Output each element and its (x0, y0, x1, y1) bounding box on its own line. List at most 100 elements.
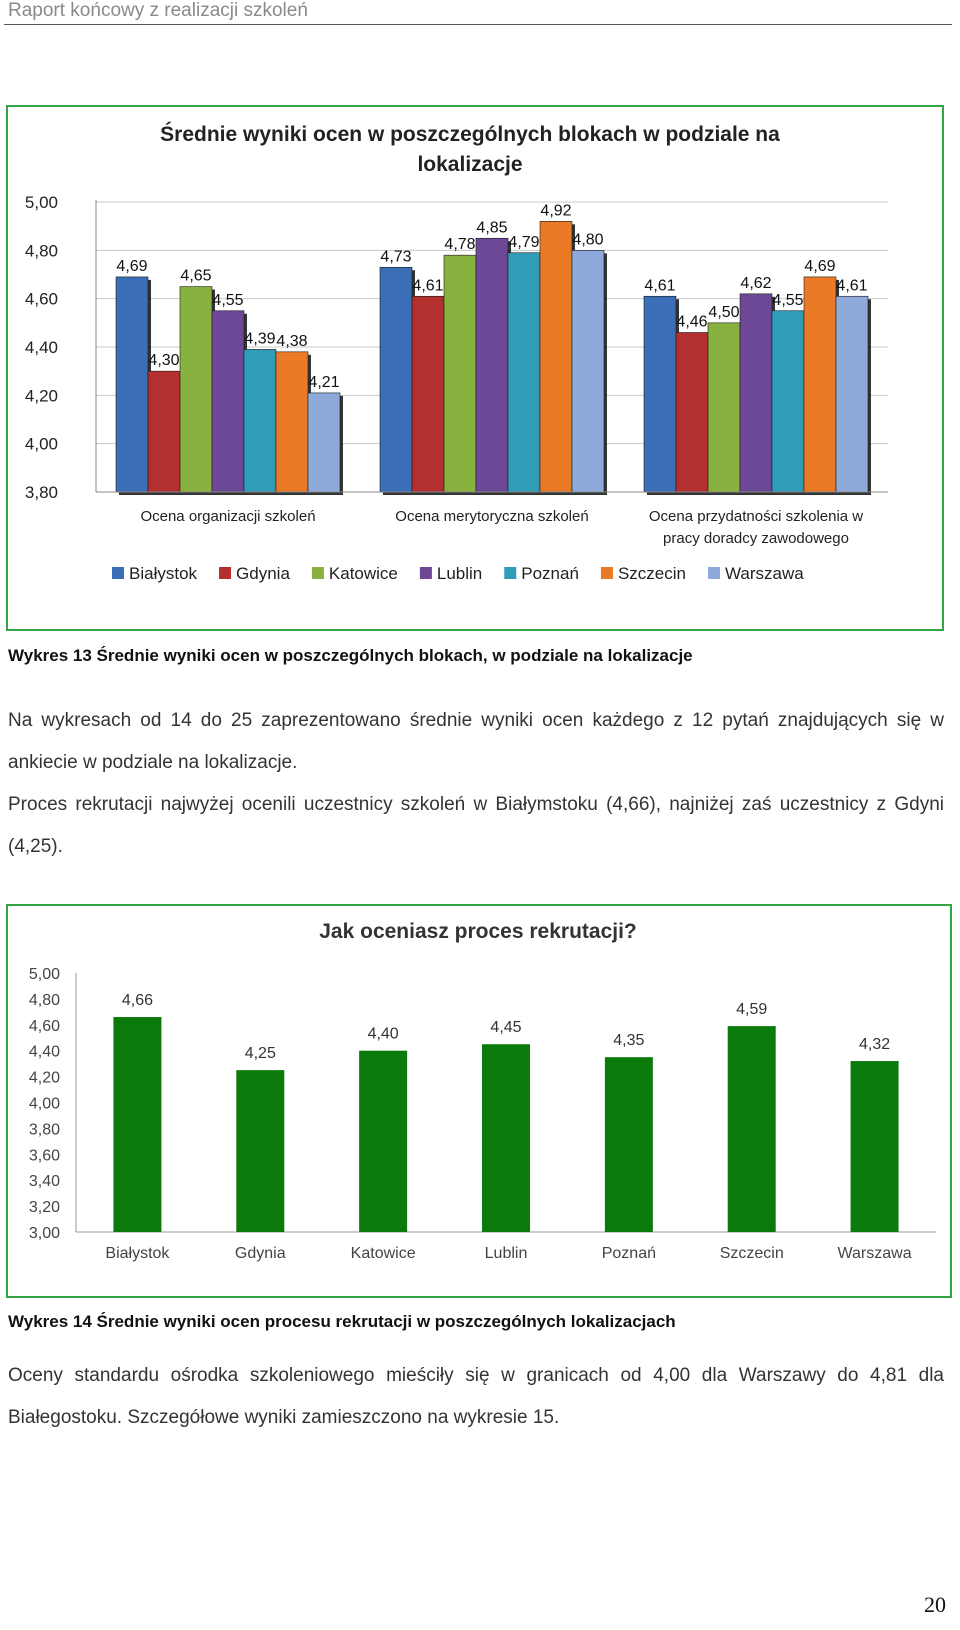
bar-szczecin (275, 351, 309, 493)
bar-lublin (482, 1044, 530, 1232)
bar-lublin (211, 310, 245, 493)
running-header: Raport końcowy z realizacji szkoleń (8, 0, 308, 21)
legend-label: Lublin (437, 564, 482, 583)
bar-białystok (115, 276, 149, 493)
data-label: 4,46 (676, 314, 707, 331)
legend-label: Poznań (521, 564, 579, 583)
data-label: 4,39 (244, 330, 275, 347)
y-tick-label: 4,20 (25, 386, 58, 405)
legend-swatch-lublin (419, 567, 432, 579)
bar-poznań (507, 252, 541, 493)
data-label: 4,38 (276, 333, 307, 350)
data-label: 4,35 (613, 1032, 644, 1049)
legend-label: Gdynia (236, 564, 290, 583)
legend-swatch-szczecin (600, 567, 613, 579)
bar-warszawa (850, 1061, 899, 1232)
bar-lublin (739, 293, 773, 493)
legend-label: Katowice (329, 564, 398, 583)
y-tick-label: 3,80 (25, 483, 58, 502)
figure-caption-13: Wykres 13 Średnie wyniki ocen w poszczeg… (8, 646, 693, 665)
y-tick-label: 3,40 (29, 1173, 60, 1190)
bar-białystok (113, 1017, 162, 1232)
paragraph-intro: Na wykresach od 14 do 25 zaprezentowano … (8, 710, 944, 773)
y-tick-label: 4,00 (29, 1096, 60, 1113)
data-label: 4,50 (708, 304, 739, 321)
category-label: Białystok (105, 1245, 170, 1262)
y-tick-label: 5,00 (25, 193, 58, 212)
chart-recruitment: Jak oceniasz proces rekrutacji? 5,00 4,80 4… (6, 904, 952, 1298)
bar-katowice (443, 254, 477, 493)
data-label: 4,80 (572, 231, 603, 248)
data-label: 4,85 (476, 219, 507, 236)
chart-block-averages: Średnie wyniki ocen w poszczególnych blo… (6, 105, 944, 631)
category-label: Warszawa (838, 1245, 912, 1262)
legend-swatch-warszawa (707, 567, 720, 579)
data-label: 4,92 (540, 202, 571, 219)
data-label: 4,61 (412, 277, 443, 294)
y-tick-label: 3,80 (29, 1121, 60, 1138)
data-label: 4,66 (122, 992, 153, 1009)
data-label: 4,78 (444, 236, 475, 253)
y-tick-label: 4,20 (29, 1070, 60, 1087)
legend-swatch-gdynia (219, 567, 232, 579)
data-label: 4,73 (380, 248, 411, 265)
paragraph-standard: Oceny standardu ośrodka szkoleniowego mi… (8, 1365, 944, 1428)
data-label: 4,59 (736, 1001, 767, 1018)
category-label: Szczecin (720, 1245, 784, 1262)
chart-title-line-1: lokalizacje (417, 153, 522, 176)
bar-białystok (379, 266, 413, 493)
page-number: 20 (924, 1592, 946, 1617)
bar-białystok (643, 295, 677, 493)
data-label: 4,69 (116, 258, 147, 275)
bar-poznań (243, 349, 277, 493)
bar-warszawa (835, 295, 869, 493)
data-label: 4,45 (490, 1019, 521, 1036)
bar-gdynia (147, 370, 181, 493)
category-label: Katowice (351, 1245, 416, 1262)
y-tick-label: 4,80 (29, 992, 60, 1009)
bar-poznań (604, 1057, 653, 1232)
bar-katowice (707, 322, 741, 493)
y-tick-label: 4,60 (25, 290, 58, 309)
bar-warszawa (571, 250, 605, 493)
legend-swatch-katowice (311, 567, 324, 579)
legend-label: Warszawa (725, 564, 804, 583)
bar-katowice (179, 286, 213, 493)
y-tick-label: 4,00 (25, 435, 58, 454)
data-label: 4,55 (212, 292, 243, 309)
y-tick-label: 3,60 (29, 1147, 60, 1164)
bar-szczecin (727, 1026, 776, 1232)
figure-caption-14: Wykres 14 Średnie wyniki ocen procesu re… (8, 1312, 676, 1331)
y-tick-label: 4,60 (29, 1018, 60, 1035)
bar-szczecin (539, 221, 573, 493)
chart-recruitment-svg: Jak oceniasz proces rekrutacji? 5,00 4,80 4… (29, 920, 936, 1262)
data-label: 4,69 (804, 258, 835, 275)
bar-poznań (771, 310, 805, 493)
bar-szczecin (803, 276, 837, 493)
paragraph-recruitment: Proces rekrutacji najwyżej ocenili uczes… (8, 794, 944, 857)
legend-swatch-poznań (504, 567, 517, 579)
data-label: 4,32 (859, 1036, 890, 1053)
bar-gdynia (675, 332, 709, 493)
y-tick-label: 3,20 (29, 1199, 60, 1216)
category-label: Ocena przydatności szkolenia w (649, 508, 863, 525)
chart-title-line-0: Średnie wyniki ocen w poszczególnych blo… (160, 122, 780, 146)
y-tick-label: 4,80 (25, 241, 58, 260)
category-label: Ocena merytoryczna szkoleń (395, 508, 588, 525)
data-label: 4,61 (644, 277, 675, 294)
data-label: 4,61 (836, 277, 867, 294)
y-tick-label: 4,40 (25, 338, 58, 357)
bar-katowice (359, 1050, 408, 1232)
data-label: 4,21 (308, 374, 339, 391)
category-label: Ocena organizacji szkoleń (140, 508, 315, 525)
bar-gdynia (411, 295, 445, 493)
data-label: 4,79 (508, 234, 539, 251)
header-rule (4, 24, 952, 25)
bar-warszawa (307, 392, 341, 493)
category-label: Gdynia (235, 1245, 286, 1262)
category-label: Poznań (602, 1245, 656, 1262)
data-label: 4,40 (368, 1026, 399, 1043)
y-tick-label: 4,40 (29, 1044, 60, 1061)
y-tick-label: 3,00 (29, 1225, 60, 1242)
y-tick-label: 5,00 (29, 966, 60, 983)
